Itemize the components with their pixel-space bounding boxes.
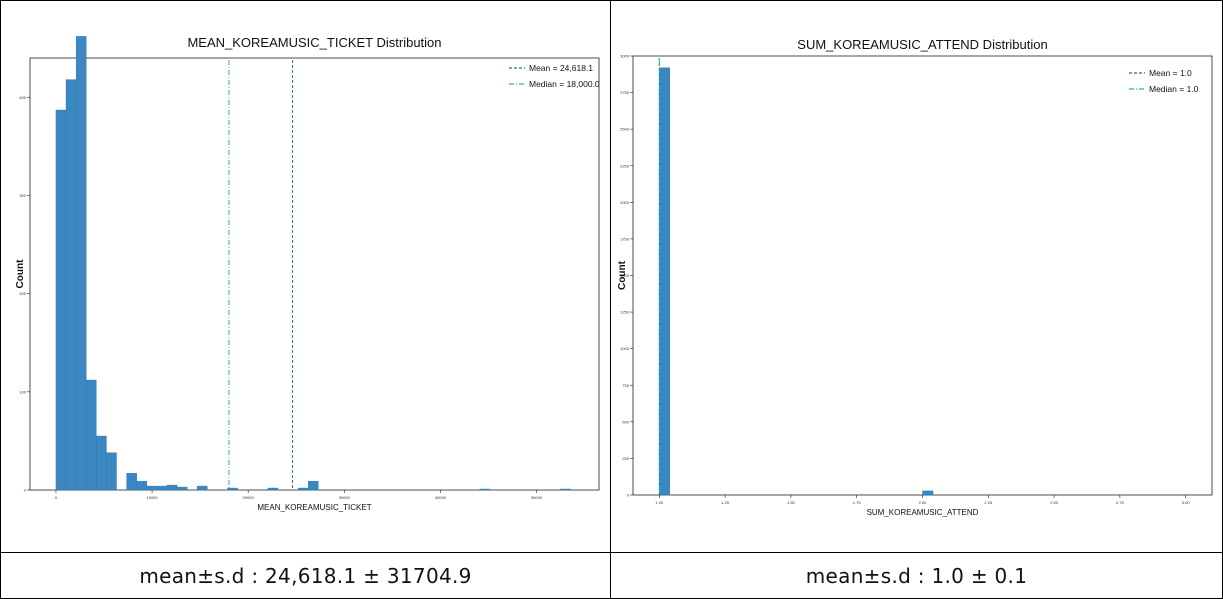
histogram-bar	[146, 485, 158, 491]
y-tick-label: 300	[19, 193, 26, 198]
histogram-bar	[106, 452, 117, 491]
x-tick-label: 2.25	[984, 500, 993, 505]
x-tick-label: 0	[55, 495, 58, 500]
y-tick-label: 750	[622, 383, 629, 388]
attend-histogram-chart: 1.00 1.25 1.50 1.75 2.00 2.25 2.50 2.75 3.00 0 250…	[617, 37, 1213, 517]
y-tick-label: 100	[19, 389, 26, 394]
histogram-bar	[197, 485, 208, 491]
y-tick-label: 1500	[620, 273, 630, 278]
x-tick-label: 50000	[531, 495, 543, 500]
histogram-bar	[96, 435, 107, 491]
histogram-bar	[176, 486, 188, 491]
histogram-bar	[659, 67, 671, 496]
y-axis-label: Count	[617, 260, 628, 290]
y-tick-label: 1000	[620, 346, 630, 351]
y-axis-label: Count	[15, 259, 26, 289]
y-tick-label: 1250	[620, 310, 630, 315]
x-tick-label: 1.50	[787, 500, 796, 505]
x-axis-label: SUM_KOREAMUSIC_ATTEND	[867, 508, 979, 517]
y-tick-label: 0	[627, 493, 630, 498]
y-tick-label: 2500	[620, 127, 630, 132]
histogram-bar	[166, 484, 178, 491]
legend-entry: Mean = 1.0	[1149, 68, 1192, 78]
x-tick-label: 1.75	[853, 500, 862, 505]
left-caption: mean±s.d : 24,618.1 ± 31704.9	[139, 563, 472, 588]
x-tick-label: 2.50	[1050, 500, 1059, 505]
y-tick-label: 2750	[620, 90, 630, 95]
legend-entry: Mean = 24,618.1	[529, 63, 593, 73]
histogram-bar	[55, 109, 67, 491]
histogram-bar	[136, 480, 147, 491]
histogram-bar	[227, 487, 238, 491]
x-tick-label: 2.75	[1116, 500, 1125, 505]
histogram-bar	[65, 79, 77, 491]
histogram-bar	[86, 379, 97, 491]
x-tick-label: 20000	[243, 495, 255, 500]
x-tick-label: 40000	[435, 495, 447, 500]
x-axis-label: MEAN_KOREAMUSIC_TICKET	[257, 503, 371, 512]
left-chart-cell: 0 10000 20000 30000 40000 50000 0 100 200 300 400 M…	[1, 1, 610, 552]
chart-title: SUM_KOREAMUSIC_ATTEND Distribution	[797, 37, 1047, 52]
histogram-bar	[75, 36, 87, 491]
y-tick-label: 3000	[620, 54, 630, 59]
x-tick-label: 10000	[147, 495, 159, 500]
x-tick-label: 3.00	[1182, 500, 1191, 505]
chart-title: MEAN_KOREAMUSIC_TICKET Distribution	[187, 35, 441, 50]
x-tick-label: 30000	[339, 495, 351, 500]
x-tick-label: 1.00	[655, 500, 664, 505]
y-tick-label: 400	[19, 95, 26, 100]
x-tick-label: 2.00	[919, 500, 928, 505]
y-tick-label: 200	[19, 291, 26, 296]
right-caption: mean±s.d : 1.0 ± 0.1	[805, 563, 1028, 588]
y-tick-label: 2000	[620, 200, 630, 205]
histogram-bar	[308, 480, 319, 491]
plot-frame	[632, 55, 1213, 496]
right-chart-cell: 1.00 1.25 1.50 1.75 2.00 2.25 2.50 2.75 3.00 0 250…	[611, 1, 1222, 552]
row-divider	[1, 552, 1222, 553]
histogram-bar	[267, 487, 279, 491]
legend-entry: Median = 18,000.0	[529, 79, 600, 89]
histogram-bar	[922, 490, 934, 496]
y-tick-label: 500	[622, 419, 629, 424]
histogram-bar	[126, 473, 137, 491]
y-tick-label: 1750	[620, 236, 630, 241]
y-tick-label: 250	[622, 456, 629, 461]
histogram-bar	[560, 488, 571, 491]
histogram-bar	[297, 487, 309, 491]
y-tick-label: 0	[24, 488, 27, 493]
ticket-histogram-chart: 0 10000 20000 30000 40000 50000 0 100 200 300 400 M…	[15, 35, 600, 512]
x-tick-label: 1.25	[721, 500, 730, 505]
plot-frame	[29, 57, 600, 491]
y-tick-label: 2250	[620, 163, 630, 168]
histogram-bar	[156, 485, 168, 491]
legend-entry: Median = 1.0	[1149, 84, 1199, 94]
column-divider	[610, 1, 611, 598]
histogram-bar	[479, 488, 491, 491]
